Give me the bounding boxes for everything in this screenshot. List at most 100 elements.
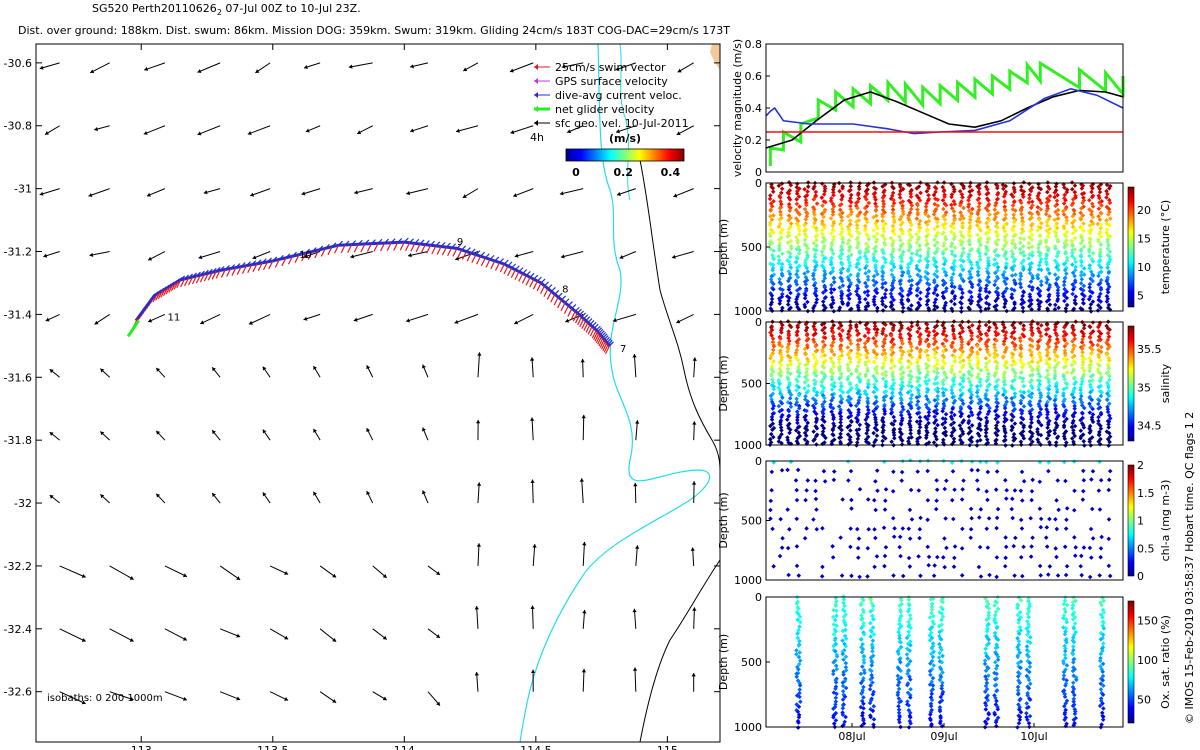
arrow-shaft	[269, 628, 289, 640]
dive-avg-current-vector	[564, 298, 570, 304]
arrow-shaft	[581, 478, 584, 504]
arrow-head	[350, 254, 355, 259]
dive-avg-current-vector	[480, 251, 486, 257]
arrow-head	[43, 253, 48, 258]
section-data-point	[856, 536, 862, 541]
section-data-point	[840, 705, 846, 711]
section-data-point	[1020, 222, 1026, 228]
arrow-shaft	[582, 668, 585, 692]
section-data-point	[855, 273, 861, 279]
section-data-point	[848, 468, 854, 474]
arrow-shaft	[348, 62, 373, 68]
swim-vector	[597, 336, 603, 345]
swim-vector	[593, 331, 599, 340]
section-data-point	[952, 245, 958, 251]
section-data-point	[994, 469, 1000, 474]
section-data-point	[880, 273, 885, 279]
dive-avg-current-vector	[574, 306, 580, 312]
arrow-head	[455, 256, 460, 261]
geo-velocity-arrow	[255, 62, 271, 74]
section-data-point	[1044, 525, 1050, 530]
geo-velocity-arrow	[305, 125, 321, 133]
section-data-point	[813, 488, 818, 494]
swim-vector	[546, 291, 552, 300]
section-data-point	[1087, 198, 1092, 203]
section-data-point	[848, 526, 853, 531]
arrow-shaft	[59, 628, 86, 642]
section-data-point	[1106, 517, 1112, 522]
arrow-head	[421, 490, 426, 495]
x-tick-label: 115	[657, 744, 678, 750]
section-data-point	[787, 430, 792, 436]
section-data-point	[802, 386, 807, 391]
section-data-point	[889, 287, 894, 293]
section-data-point	[795, 420, 800, 426]
section-data-point	[821, 265, 827, 271]
swim-vector	[180, 278, 186, 288]
arrow-shaft	[510, 125, 534, 134]
swim-vector	[495, 262, 501, 271]
section-data-point	[984, 283, 990, 288]
section-data-point	[1098, 225, 1104, 231]
geo-velocity-arrow	[88, 188, 110, 198]
arrow-head	[88, 193, 93, 198]
section-data-point	[814, 297, 820, 302]
isobaths-label: isobaths: 0 200 1000m	[47, 693, 163, 704]
section-data-point	[1021, 236, 1027, 242]
dive-avg-current-vector	[246, 261, 251, 267]
geo-velocity-arrow	[691, 481, 697, 504]
section-data-point	[882, 459, 887, 465]
section-data-point	[949, 202, 954, 208]
section-data-point	[934, 498, 939, 503]
arrow-shaft	[250, 188, 271, 197]
section-data-point	[1003, 535, 1008, 540]
geo-velocity-arrow	[692, 607, 697, 629]
section-data-point	[1003, 395, 1009, 401]
geo-velocity-arrow	[671, 251, 694, 259]
section-data-point	[873, 355, 879, 361]
section-data-point	[776, 403, 782, 409]
geo-velocity-arrow	[90, 62, 110, 74]
section-data-point	[838, 267, 844, 273]
section-data-point	[969, 516, 974, 521]
section-data-point	[803, 257, 808, 263]
section-data-point	[863, 270, 868, 276]
arrow-head	[94, 126, 99, 132]
geo-velocity-arrow	[512, 188, 534, 198]
section-y-tick-label: 0	[755, 455, 762, 468]
section-data-point	[794, 296, 799, 302]
arrow-shaft	[582, 541, 586, 566]
figure-title: SG520 Perth201106262 07-Jul 00Z to 10-Ju…	[92, 2, 361, 17]
arrow-head	[332, 637, 337, 642]
section-data-point	[795, 274, 801, 280]
swim-vector	[327, 246, 333, 256]
section-data-point	[813, 496, 819, 502]
section-data-point	[1004, 496, 1009, 501]
arrow-head	[462, 194, 467, 198]
section-data-point	[838, 535, 843, 540]
arrow-head	[366, 428, 371, 433]
swim-vector	[536, 282, 542, 292]
section-data-point	[1030, 477, 1035, 483]
section-colorbar-label: temperature (°C)	[1159, 200, 1172, 294]
arrow-shaft	[319, 628, 337, 643]
arrow-shaft	[477, 482, 480, 504]
section-data-point	[1039, 221, 1044, 226]
section-data-point	[857, 299, 862, 305]
section-data-point	[804, 526, 809, 531]
section-data-point	[976, 515, 982, 520]
geo-velocity-arrow	[94, 313, 110, 325]
section-data-point	[1105, 289, 1111, 295]
section-data-point	[846, 288, 851, 293]
swim-vector	[220, 269, 226, 278]
section-data-point	[909, 303, 914, 308]
dive-avg-current-vector	[390, 238, 396, 244]
arrow-head	[632, 608, 637, 613]
section-data-point	[1087, 545, 1093, 551]
section-data-point	[777, 553, 783, 559]
geo-velocity-arrow	[147, 313, 166, 323]
section-data-point	[1045, 425, 1050, 431]
section-data-point	[1019, 526, 1025, 531]
section-data-point	[771, 281, 776, 287]
